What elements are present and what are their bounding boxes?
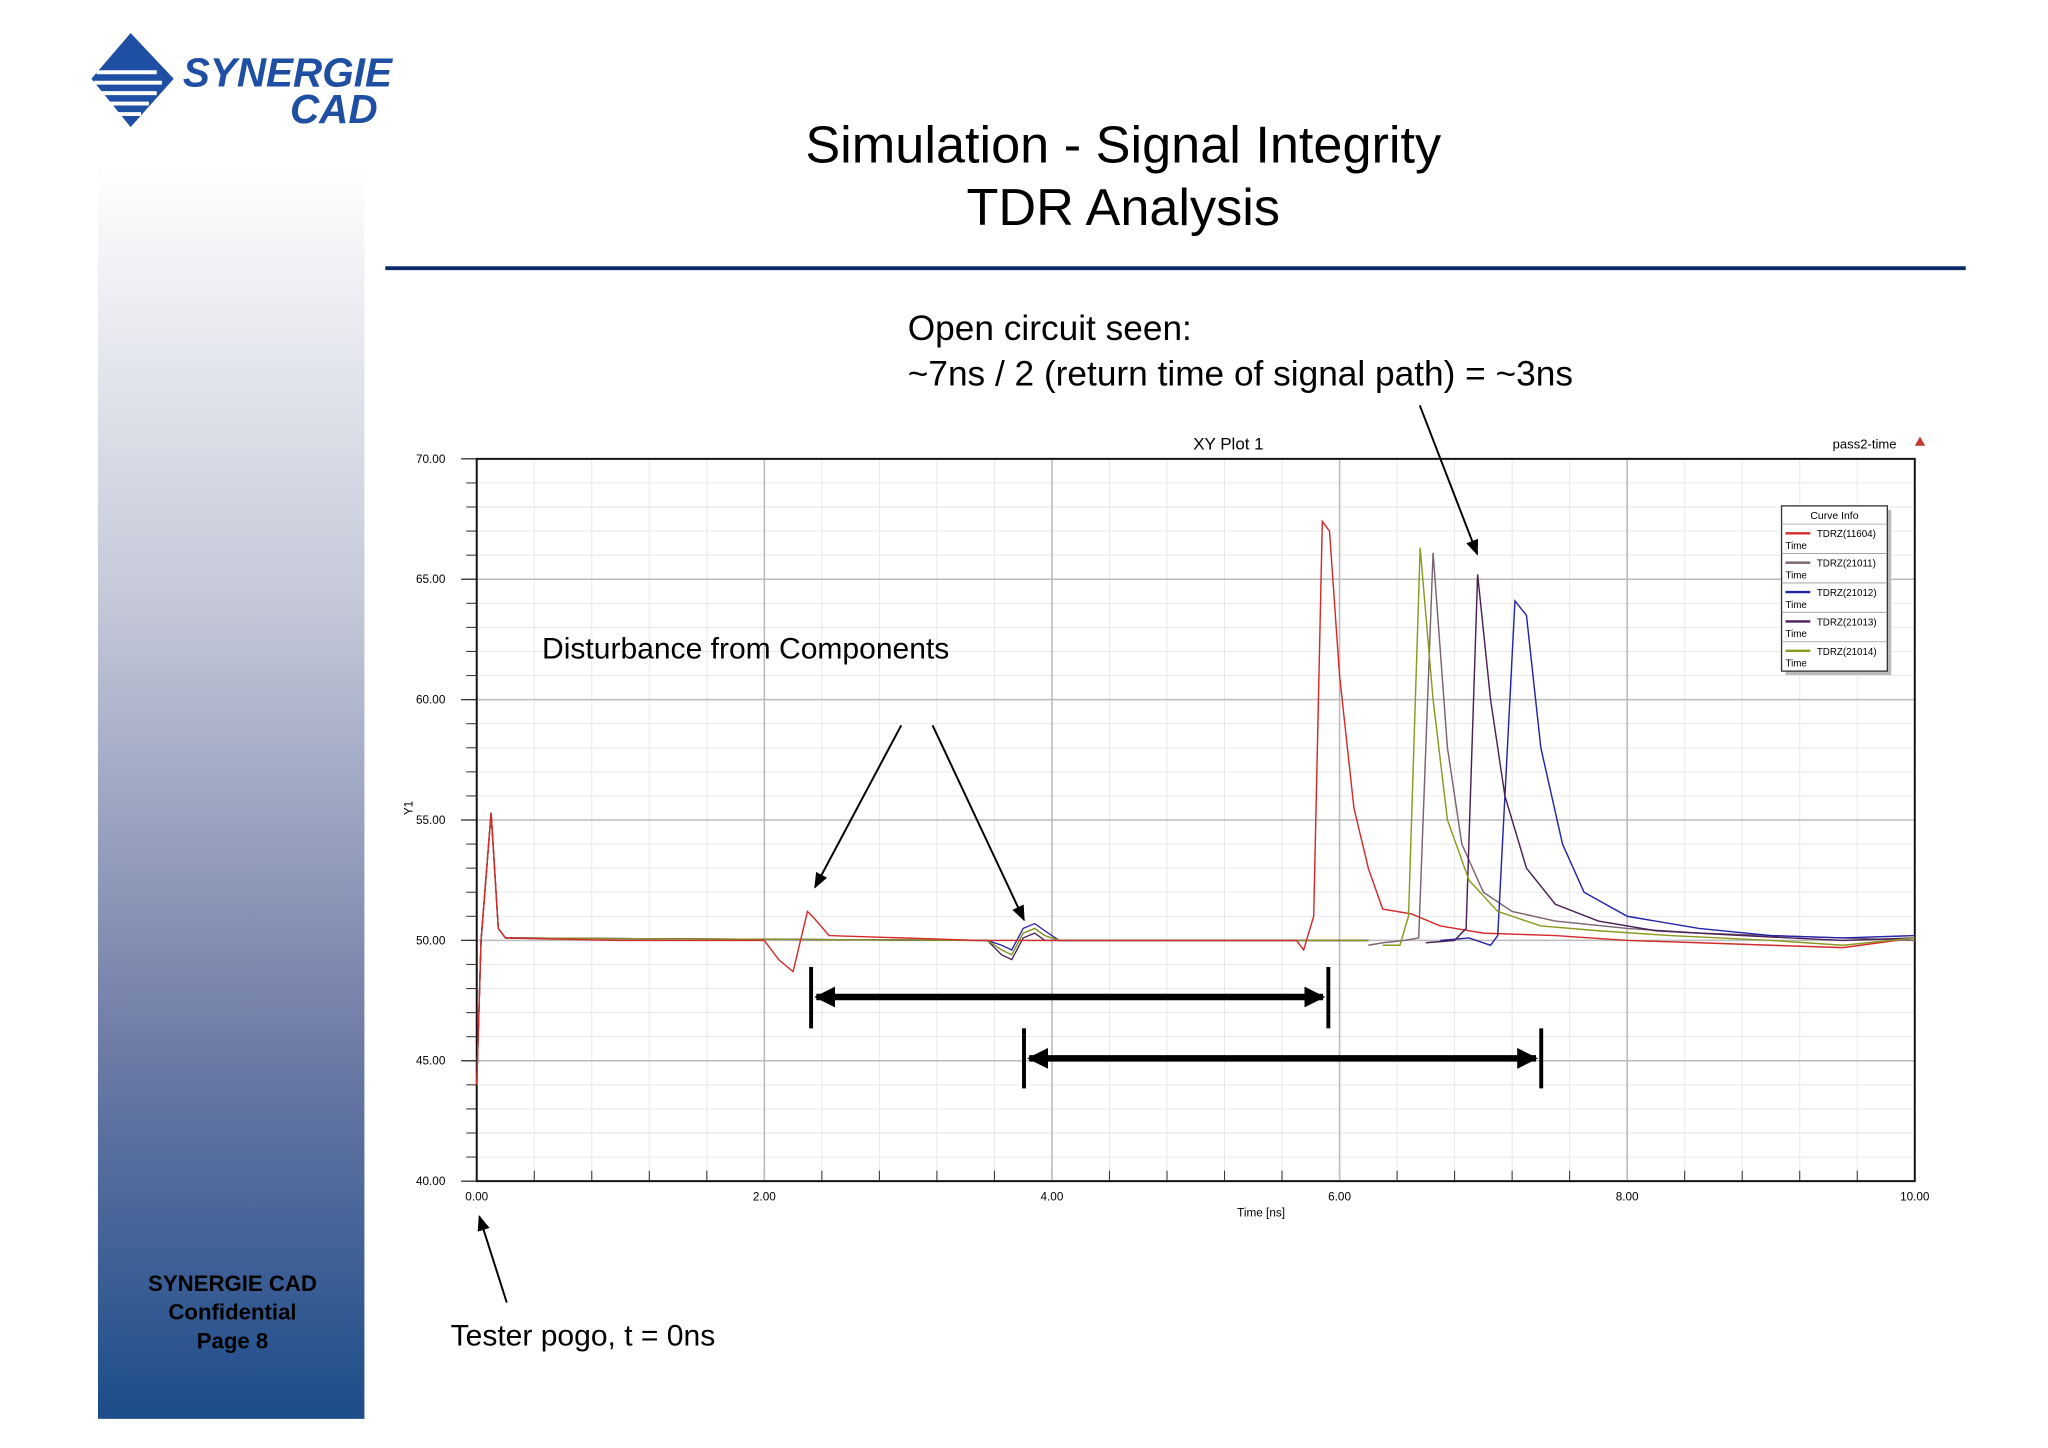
x-tick-label: 10.00	[1900, 1191, 1930, 1204]
logo-text-cad: CAD	[290, 86, 378, 132]
disturbance-arrow-1	[814, 724, 903, 889]
series-line	[476, 519, 1915, 1085]
x-axis-label: Time [ns]	[1237, 1206, 1285, 1219]
legend-item-label: TDRZ(11604)	[1817, 529, 1876, 540]
x-tick-label: 4.00	[1041, 1191, 1064, 1204]
x-tick-label: 0.00	[465, 1191, 488, 1204]
legend-title: Curve Info	[1810, 511, 1858, 522]
series-line	[1440, 599, 1915, 947]
ansoft-logo-icon	[1914, 436, 1926, 446]
legend-item-sublabel: Time	[1785, 570, 1806, 581]
span-arrow-upper	[809, 966, 1331, 1029]
legend-item-sublabel: Time	[1785, 541, 1806, 552]
series-line	[1425, 574, 1915, 944]
slide-title-line1: Simulation - Signal Integrity	[805, 116, 1442, 174]
y-tick-label: 55.00	[416, 814, 446, 827]
tester-pogo-arrow	[477, 1214, 508, 1303]
footer-confidential: Confidential	[168, 1300, 296, 1325]
chart-corner-label: pass2-time	[1833, 436, 1897, 451]
legend-item-sublabel: Time	[1785, 600, 1806, 611]
legend-item-label: TDRZ(21011)	[1817, 559, 1876, 570]
open-circuit-note-line2: ~7ns / 2 (return time of signal path) = …	[908, 355, 1573, 394]
slide-title-line2: TDR Analysis	[967, 179, 1280, 237]
footer: SYNERGIE CAD Confidential Page 8	[148, 1271, 317, 1353]
y-tick-label: 50.00	[416, 934, 446, 947]
x-tick-label: 8.00	[1616, 1191, 1639, 1204]
y-tick-label: 60.00	[416, 694, 446, 707]
logo-diamond-icon	[91, 33, 174, 128]
sidebar-gradient	[97, 163, 365, 1419]
footer-page: Page 8	[197, 1328, 269, 1353]
open-circuit-arrow	[1418, 404, 1479, 556]
disturbance-arrow-2	[931, 724, 1025, 922]
legend-item-label: TDRZ(21013)	[1817, 617, 1877, 628]
y-tick-label: 70.00	[416, 453, 446, 466]
disturbance-note: Disturbance from Components	[542, 633, 949, 666]
footer-company: SYNERGIE CAD	[148, 1271, 317, 1296]
tester-pogo-note: Tester pogo, t = 0ns	[451, 1320, 716, 1353]
chart-title: XY Plot 1	[1193, 435, 1263, 454]
open-circuit-note-line1: Open circuit seen:	[908, 309, 1192, 348]
y-tick-label: 40.00	[416, 1175, 446, 1188]
series-line	[1368, 552, 1915, 946]
plot-frame	[475, 457, 1916, 1183]
x-tick-label: 2.00	[753, 1191, 776, 1204]
xy-plot: 0.00 2.00 4.00 6.00 8.00 10.00 40.00 45.00 50.00…	[403, 435, 1930, 1220]
logo: SYNERGIE CAD	[91, 33, 393, 132]
span-arrow-lower	[1022, 1028, 1544, 1089]
logo-text-synergie: SYNERGIE	[183, 50, 393, 96]
x-tick-label: 6.00	[1328, 1191, 1351, 1204]
legend-item-label: TDRZ(21012)	[1817, 588, 1877, 599]
legend-item-sublabel: Time	[1785, 659, 1806, 670]
legend-item-label: TDRZ(21014)	[1817, 647, 1877, 658]
series-line	[1382, 547, 1915, 946]
legend-item-sublabel: Time	[1785, 629, 1806, 640]
y-axis-label: Y1	[403, 801, 416, 815]
y-tick-label: 65.00	[416, 573, 446, 586]
y-tick-label: 45.00	[416, 1055, 446, 1068]
